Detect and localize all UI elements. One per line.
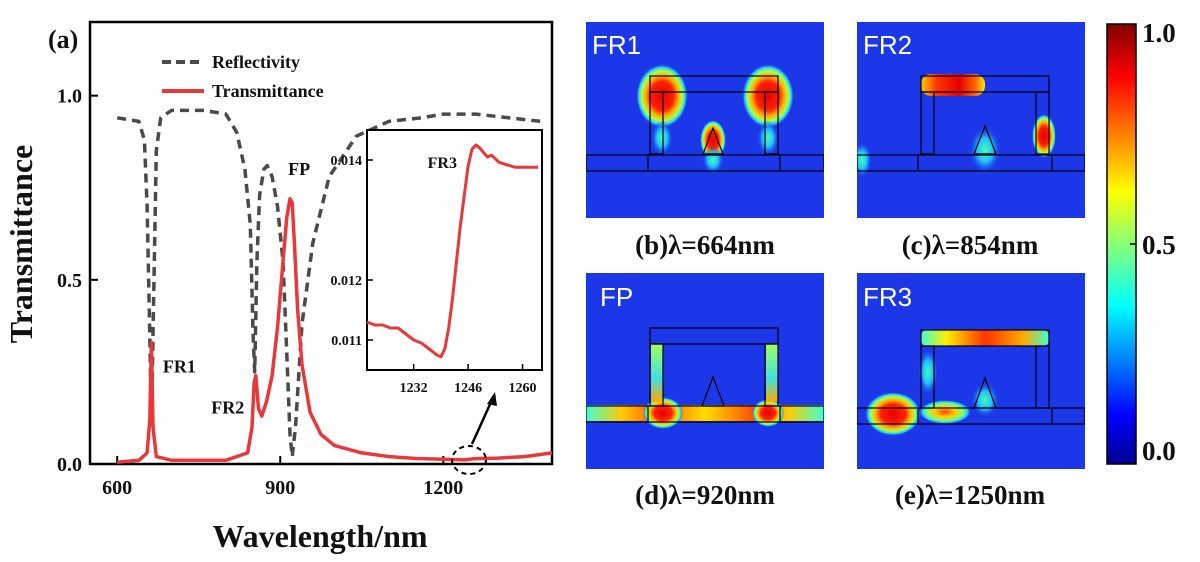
inset-frame [366, 129, 543, 371]
series-line-transmittance [117, 197, 553, 464]
structure-outline [857, 329, 1085, 425]
warmspot [919, 400, 971, 424]
map-fr1-title: FR1 [592, 30, 641, 60]
hotspot-bar [921, 74, 985, 96]
map-fr3-title: FR3 [863, 282, 912, 312]
annotation-fr3: FR3 [428, 155, 457, 172]
map-fp-title: FP [600, 282, 633, 312]
map-fr1-caption: (b)λ=664nm [635, 230, 775, 260]
inset-x-tick-label: 1260 [509, 381, 537, 396]
legend-label-reflectivity: Reflectivity [212, 52, 300, 72]
y-axis: 0.0 0.5 1.0 [57, 86, 98, 476]
legend-label-transmittance: Transmittance [212, 81, 324, 101]
coolspot [857, 142, 872, 178]
map-fp: FP (d)λ=920nm [586, 273, 824, 510]
colorbar-label-min: 0.0 [1142, 436, 1176, 466]
structure-outline [586, 75, 824, 172]
main-series [116, 108, 553, 464]
inset-x-tick-label: 1246 [454, 381, 482, 396]
legend: Reflectivity Transmittance [162, 52, 324, 101]
x-axis-label: Wavelength/nm [212, 518, 427, 554]
map-fr2: FR2 (c)λ=854nm [857, 22, 1085, 260]
coolspot [969, 126, 1001, 174]
hotspot [1032, 114, 1056, 158]
y-tick-label: 0.0 [57, 454, 82, 476]
zoom-arrow [470, 399, 494, 445]
series-line-reflectivity [116, 108, 542, 459]
annotation-fp: FP [288, 159, 310, 179]
pillar-field [766, 344, 778, 402]
inset-y-tick-label: 0.014 [331, 154, 363, 169]
x-axis: 600 900 1200 [102, 456, 463, 499]
map-fr3-background [857, 273, 1085, 469]
coolspot [918, 348, 938, 396]
inset-series [366, 143, 539, 359]
panel-a-label: (a) [48, 25, 78, 54]
hotspot [636, 64, 688, 128]
hotspot [865, 392, 921, 436]
hotspot [752, 399, 784, 427]
inset-chart: 0.011 0.012 0.014 1232 1246 1260 FR3 [331, 129, 543, 396]
colorbar-label-mid: 0.5 [1142, 230, 1176, 260]
coolspot [971, 382, 999, 418]
annotation-fr1: FR1 [163, 356, 196, 376]
plot-frame [88, 20, 554, 466]
hotspot [742, 64, 794, 128]
map-fr2-title: FR2 [863, 30, 912, 60]
coolspot [651, 120, 673, 156]
annotation-fr2: FR2 [211, 398, 244, 418]
map-fr3-caption: (e)λ=1250nm [895, 480, 1046, 510]
coolspot [757, 120, 779, 156]
colorbar: 1.0 0.5 0.0 [1106, 18, 1176, 466]
y-axis-label: Transmittance [3, 145, 39, 343]
inset-x-tick-label: 1232 [400, 381, 428, 396]
series-line-transmittance [366, 143, 539, 359]
map-fr3: FR3 (e)λ=1250nm [857, 273, 1085, 510]
map-fr2-caption: (c)λ=854nm [902, 230, 1039, 260]
main-annotations: FR1 FR2 FP [163, 159, 310, 418]
colorbar-label-max: 1.0 [1142, 18, 1176, 48]
inset-y-tick-label: 0.011 [331, 334, 362, 349]
inset-y-tick-label: 0.012 [331, 274, 363, 289]
x-tick-label: 600 [102, 477, 132, 499]
y-tick-label: 1.0 [57, 86, 82, 108]
hotspot-bar [921, 330, 1049, 346]
panel-a-chart: (a) 0.0 0.5 1.0 600 900 1200 Transmittance W… [3, 20, 554, 554]
map-fp-background [586, 273, 824, 469]
map-fp-caption: (d)λ=920nm [635, 480, 775, 510]
structure-outline [586, 327, 824, 423]
inset-annotations: FR3 [428, 155, 457, 172]
pillar-field [651, 344, 663, 402]
structure-outline [857, 75, 1085, 172]
x-tick-label: 900 [265, 477, 295, 499]
y-tick-label: 0.5 [57, 270, 82, 292]
zoom-circle [451, 445, 487, 475]
coolspot [702, 146, 724, 174]
zoom-arrow-head [487, 392, 497, 406]
map-fr1: FR1 (b)λ=664nm [586, 22, 824, 260]
waveguide-field [586, 405, 824, 421]
x-tick-label: 1200 [423, 477, 463, 499]
hotspot [643, 397, 683, 429]
inset-axes: 0.011 0.012 0.014 1232 1246 1260 [331, 154, 537, 396]
